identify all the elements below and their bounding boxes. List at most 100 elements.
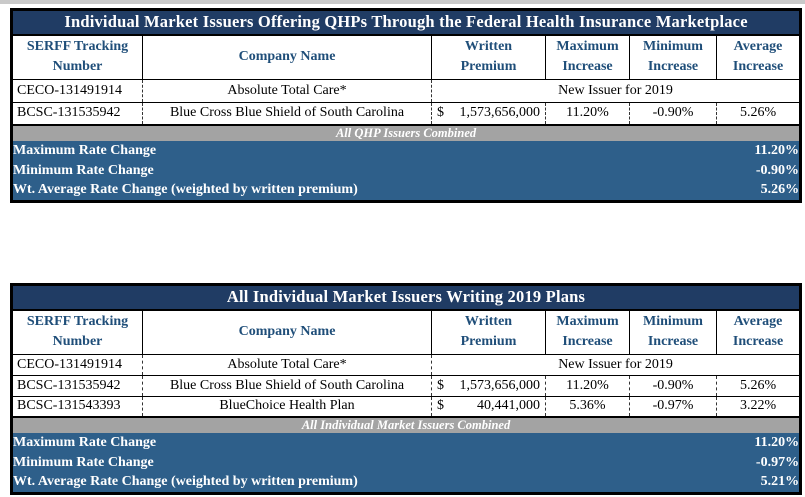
header-line: Maximum [556, 313, 619, 329]
header-line: SERFF Tracking [26, 313, 129, 329]
column-header-maximum-increase: Maximum Increase [545, 309, 630, 355]
header-line: Minimum [643, 313, 703, 329]
header-line: Increase [647, 334, 699, 350]
issuer-row: CECO-131491914 Absolute Total Care* New Is… [11, 78, 801, 102]
maximum-increase-cell: 11.20% [545, 101, 630, 125]
column-header-company-name: Company Name [142, 34, 432, 80]
header-line: SERFF Tracking [26, 38, 129, 54]
table-title-row: Individual Market Issuers Offering QHPs … [11, 9, 801, 36]
header-line: Increase [562, 59, 613, 75]
header-line: Number [52, 334, 103, 350]
summary-label: Maximum Rate Change [11, 433, 717, 453]
premium-amount: 40,441,000 [477, 398, 540, 414]
written-premium-cell: $1,573,656,000 [431, 101, 546, 125]
written-premium-cell: $1,573,656,000 [431, 374, 546, 396]
serff-number-cell: BCSC-131535942 [11, 101, 143, 125]
all-individual-issuers-table: All Individual Market Issuers Writing 20… [10, 283, 803, 495]
column-header-average-increase: Average Increase [715, 34, 802, 80]
accounting-format: $1,573,656,000 [437, 378, 540, 394]
average-increase-cell: 5.26% [715, 374, 801, 396]
new-issuer-note: New Issuer for 2019 [430, 78, 801, 102]
header-line: Premium [460, 334, 517, 350]
premium-amount: 1,573,656,000 [459, 105, 541, 121]
company-name-cell: Blue Cross Blue Shield of South Carolina [142, 101, 432, 125]
serff-number-cell: CECO-131491914 [11, 353, 143, 375]
header-line: Written [464, 313, 513, 329]
qhp-issuers-table: Individual Market Issuers Offering QHPs … [10, 8, 803, 203]
serff-number-cell: CECO-131491914 [11, 78, 143, 102]
header-line: Increase [732, 334, 784, 350]
combined-band-label: All Individual Market Issuers Combined [11, 416, 801, 433]
new-issuer-note: New Issuer for 2019 [430, 353, 801, 375]
summary-row: Minimum Rate Change -0.90% [11, 161, 801, 181]
summary-label: Maximum Rate Change [11, 141, 717, 161]
company-name-cell: Absolute Total Care* [142, 353, 432, 375]
issuer-row: BCSC-131535942 Blue Cross Blue Shield of … [11, 374, 801, 396]
header-line: Written [464, 38, 513, 54]
minimum-increase-cell: -0.97% [629, 395, 717, 417]
minimum-increase-cell: -0.90% [629, 101, 717, 125]
average-increase-cell: 3.22% [715, 395, 801, 417]
company-name-cell: Absolute Total Care* [142, 78, 432, 102]
summary-row: Wt. Average Rate Change (weighted by wri… [11, 181, 801, 201]
header-line: Minimum [643, 38, 703, 54]
summary-label: Wt. Average Rate Change (weighted by wri… [11, 181, 717, 201]
accounting-format: $1,573,656,000 [437, 105, 540, 121]
summary-label: Minimum Rate Change [11, 453, 717, 473]
summary-label: Wt. Average Rate Change (weighted by wri… [11, 473, 717, 493]
combined-band-row: All QHP Issuers Combined [11, 124, 801, 141]
column-header-serff-tracking-number: SERFF Tracking Number [11, 34, 143, 80]
column-header-minimum-increase: Minimum Increase [629, 309, 717, 355]
window-edge-strip [0, 0, 805, 4]
summary-value: -0.90% [716, 161, 801, 181]
column-header-row: SERFF Tracking Number Company Name Written P… [11, 34, 802, 80]
accounting-format: $40,441,000 [437, 398, 540, 414]
summary-value: 5.26% [716, 181, 801, 201]
summary-row: Maximum Rate Change 11.20% [11, 141, 801, 161]
company-name-cell: BlueChoice Health Plan [142, 395, 432, 417]
column-header-row: SERFF Tracking Number Company Name Written P… [11, 309, 802, 355]
summary-value: 11.20% [716, 141, 801, 161]
average-increase-cell: 5.26% [715, 101, 801, 125]
summary-value: 5.21% [716, 473, 801, 493]
serff-number-cell: BCSC-131535942 [11, 374, 143, 396]
header-line: Premium [460, 59, 517, 75]
header-line: Average [733, 313, 783, 329]
company-name-cell: Blue Cross Blue Shield of South Carolina [142, 374, 432, 396]
premium-amount: 1,573,656,000 [459, 377, 541, 393]
header-line: Company Name [238, 49, 336, 65]
combined-band-row: All Individual Market Issuers Combined [11, 416, 801, 433]
currency-symbol: $ [437, 398, 444, 414]
header-line: Increase [732, 59, 784, 75]
issuer-row: CECO-131491914 Absolute Total Care* New Is… [11, 353, 801, 375]
table-title: All Individual Market Issuers Writing 20… [11, 284, 801, 311]
column-header-serff-tracking-number: SERFF Tracking Number [11, 309, 143, 355]
header-line: Increase [562, 334, 613, 350]
serff-number-cell: BCSC-131543393 [11, 395, 143, 417]
currency-symbol: $ [437, 377, 444, 393]
currency-symbol: $ [437, 105, 444, 121]
column-header-average-increase: Average Increase [715, 309, 802, 355]
summary-row: Maximum Rate Change 11.20% [11, 433, 801, 453]
summary-row: Wt. Average Rate Change (weighted by wri… [11, 473, 801, 493]
table-title: Individual Market Issuers Offering QHPs … [11, 9, 801, 36]
summary-value: 11.20% [716, 433, 801, 453]
summary-row: Minimum Rate Change -0.97% [11, 453, 801, 473]
column-header-maximum-increase: Maximum Increase [545, 34, 630, 80]
column-header-written-premium: Written Premium [431, 34, 546, 80]
header-line: Increase [647, 59, 699, 75]
summary-value: -0.97% [716, 453, 801, 473]
header-line: Company Name [238, 324, 336, 340]
written-premium-cell: $40,441,000 [431, 395, 546, 417]
maximum-increase-cell: 5.36% [545, 395, 630, 417]
header-line: Number [52, 59, 103, 75]
minimum-increase-cell: -0.90% [629, 374, 717, 396]
column-header-written-premium: Written Premium [431, 309, 546, 355]
column-header-minimum-increase: Minimum Increase [629, 34, 717, 80]
header-line: Average [733, 38, 783, 54]
issuer-row: BCSC-131535942 Blue Cross Blue Shield of … [11, 101, 801, 125]
column-header-company-name: Company Name [142, 309, 432, 355]
header-line: Maximum [556, 38, 619, 54]
summary-label: Minimum Rate Change [11, 161, 717, 181]
table-title-row: All Individual Market Issuers Writing 20… [11, 284, 801, 311]
